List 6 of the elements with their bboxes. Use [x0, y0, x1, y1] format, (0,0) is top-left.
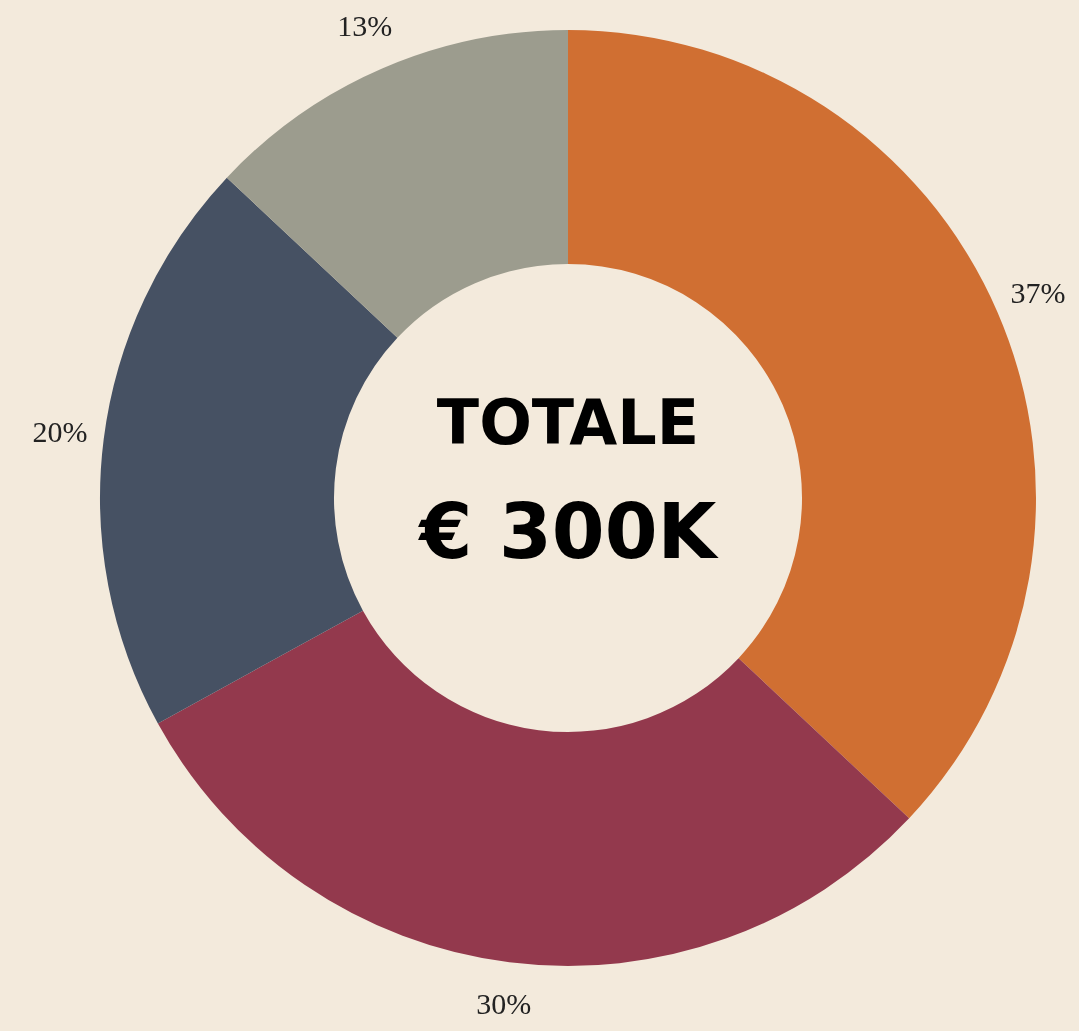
data-label: 20%	[32, 414, 88, 448]
data-label: 30%	[476, 986, 532, 1020]
text: € 300K	[417, 486, 720, 576]
text: TOTALE	[436, 386, 700, 460]
data-label: 13%	[337, 8, 393, 42]
data-label: 37%	[1010, 275, 1066, 309]
